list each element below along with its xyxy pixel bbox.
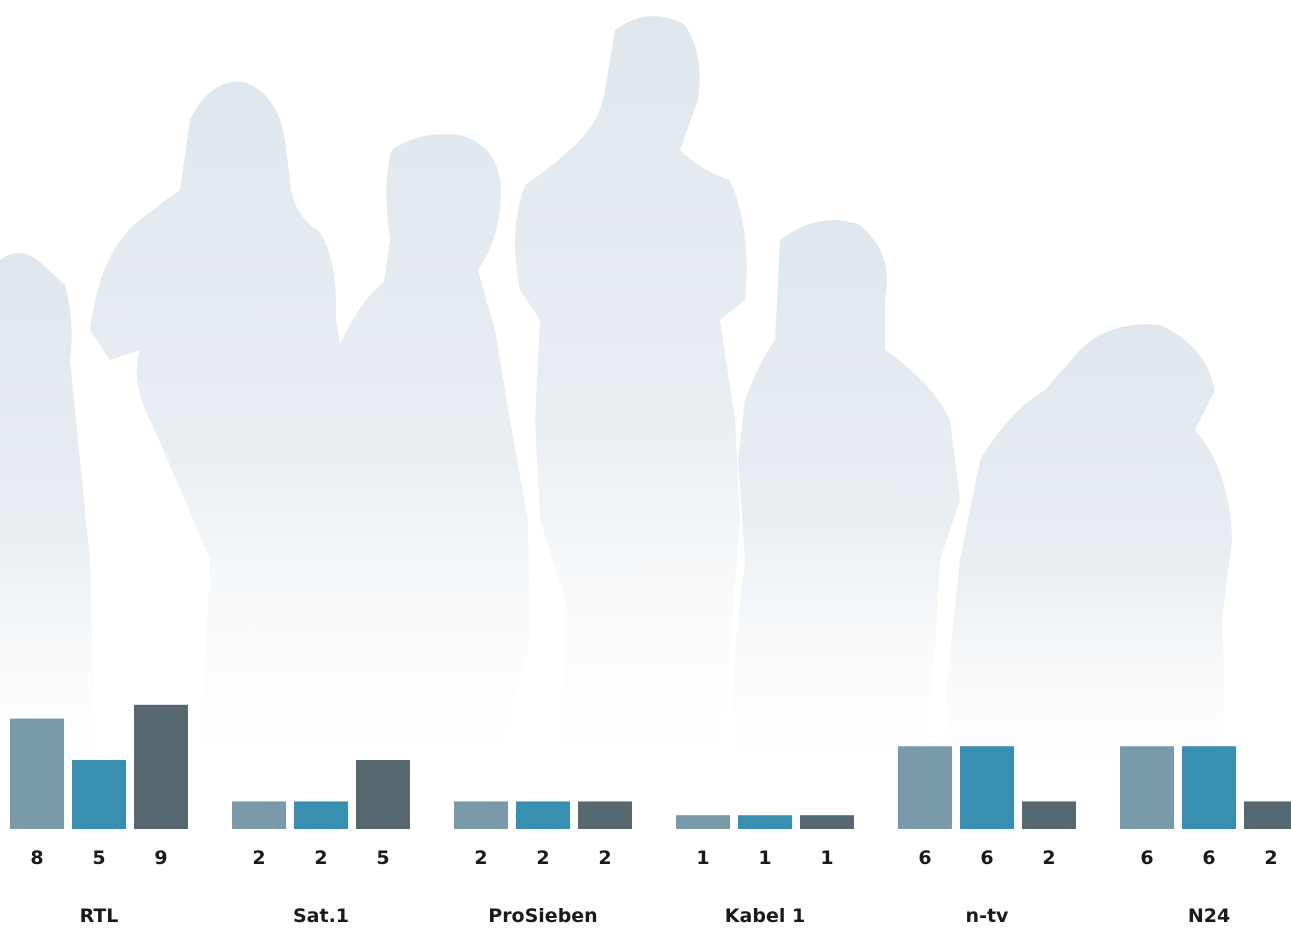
value-label: 9 bbox=[154, 847, 167, 869]
bar-prosieben-1 bbox=[454, 801, 508, 829]
bar-sat-1-2 bbox=[294, 801, 348, 829]
bar-rtl-2 bbox=[72, 760, 126, 829]
value-label: 5 bbox=[92, 847, 105, 869]
value-label: 1 bbox=[758, 847, 771, 869]
value-label: 8 bbox=[30, 847, 43, 869]
value-label: 6 bbox=[918, 847, 931, 869]
category-label: Kabel 1 bbox=[725, 905, 805, 927]
bar-kabel-1-3 bbox=[800, 815, 854, 829]
value-label: 2 bbox=[598, 847, 611, 869]
bar-n24-1 bbox=[1120, 746, 1174, 829]
bar-rtl-3 bbox=[134, 704, 188, 829]
value-label: 1 bbox=[820, 847, 833, 869]
category-label: Sat.1 bbox=[293, 905, 349, 927]
bar-n24-2 bbox=[1182, 746, 1236, 829]
bar-sat-1-1 bbox=[232, 801, 286, 829]
value-label: 2 bbox=[252, 847, 265, 869]
value-label: 2 bbox=[536, 847, 549, 869]
bar-n-tv-3 bbox=[1022, 801, 1076, 829]
value-label: 6 bbox=[1202, 847, 1215, 869]
bar-n-tv-1 bbox=[898, 746, 952, 829]
value-label: 6 bbox=[1140, 847, 1153, 869]
category-label: N24 bbox=[1188, 905, 1230, 927]
category-label: ProSieben bbox=[488, 905, 597, 927]
bar-kabel-1-1 bbox=[676, 815, 730, 829]
value-label: 2 bbox=[1264, 847, 1277, 869]
bar-rtl-1 bbox=[10, 718, 64, 829]
bar-n24-3 bbox=[1244, 801, 1291, 829]
value-label: 2 bbox=[474, 847, 487, 869]
value-label: 1 bbox=[696, 847, 709, 869]
value-label: 5 bbox=[376, 847, 389, 869]
bar-kabel-1-2 bbox=[738, 815, 792, 829]
value-label: 6 bbox=[980, 847, 993, 869]
bar-n-tv-2 bbox=[960, 746, 1014, 829]
category-label: n-tv bbox=[966, 905, 1009, 927]
category-label: RTL bbox=[80, 905, 119, 927]
value-label: 2 bbox=[1042, 847, 1055, 869]
bar-prosieben-2 bbox=[516, 801, 570, 829]
bar-prosieben-3 bbox=[578, 801, 632, 829]
value-label: 2 bbox=[314, 847, 327, 869]
bar-sat-1-3 bbox=[356, 760, 410, 829]
